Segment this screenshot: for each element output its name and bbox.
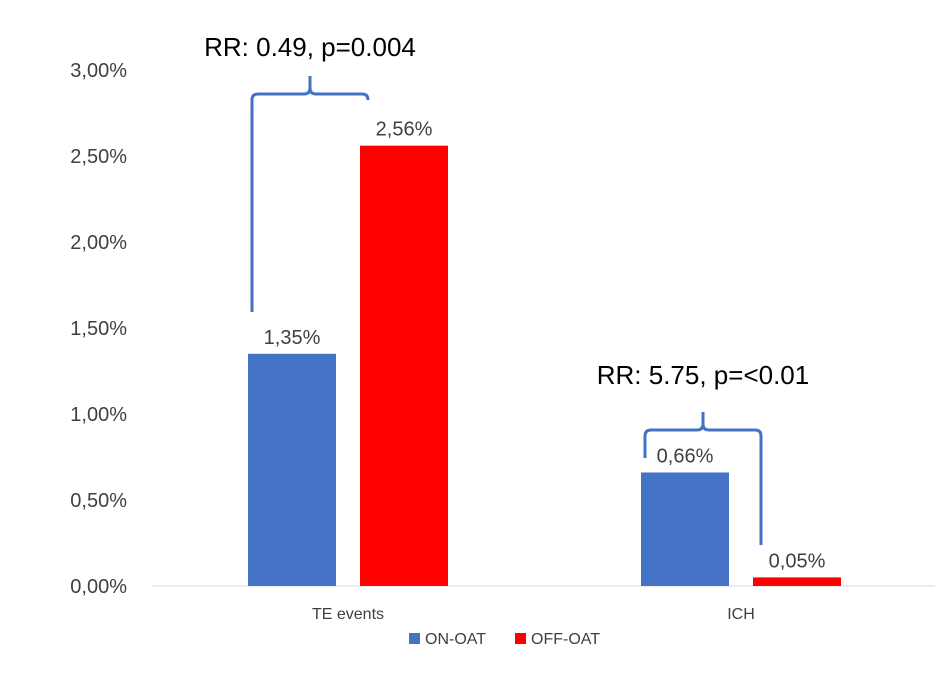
data-label: 1,35%	[264, 327, 321, 349]
y-tick-label: 2,50%	[70, 146, 127, 168]
legend-label: OFF-OAT	[531, 631, 600, 648]
bar-off-oat-0	[360, 145, 448, 586]
y-tick-label: 2,00%	[70, 232, 127, 254]
legend-swatch	[515, 633, 526, 644]
legend-swatch	[409, 633, 420, 644]
legend-label: ON-OAT	[425, 631, 486, 648]
x-tick-label: TE events	[312, 606, 384, 623]
annotation-bracket	[250, 87, 370, 312]
y-tick-label: 3,00%	[70, 60, 127, 82]
y-axis: 0,00% 0,50% 1,00% 1,50% 2,00% 2,50% 3,00%	[70, 60, 127, 598]
y-tick-label: 1,00%	[70, 404, 127, 426]
x-tick-label: ICH	[727, 606, 755, 623]
annotation-brackets: RR: 0.49, p=0.004 RR: 5.75, p=<0.01	[204, 32, 809, 545]
data-label: 2,56%	[376, 119, 433, 141]
bar-off-oat-1	[753, 577, 841, 586]
bar-on-oat-1	[641, 472, 729, 586]
bars	[248, 145, 841, 586]
annotation-text: RR: 0.49, p=0.004	[204, 32, 416, 62]
y-tick-label: 0,50%	[70, 490, 127, 512]
data-labels: 1,35% 0,66% 2,56% 0,05%	[264, 119, 826, 573]
data-label: 0,66%	[657, 445, 714, 467]
y-tick-label: 1,50%	[70, 318, 127, 340]
x-axis: TE events ICH	[312, 606, 755, 623]
data-label: 0,05%	[769, 550, 826, 572]
bar-on-oat-0	[248, 353, 336, 586]
annotation-bracket	[643, 423, 763, 545]
y-tick-label: 0,00%	[70, 576, 127, 598]
annotation-text: RR: 5.75, p=<0.01	[597, 360, 809, 390]
legend: ON-OAT OFF-OAT	[409, 631, 600, 648]
